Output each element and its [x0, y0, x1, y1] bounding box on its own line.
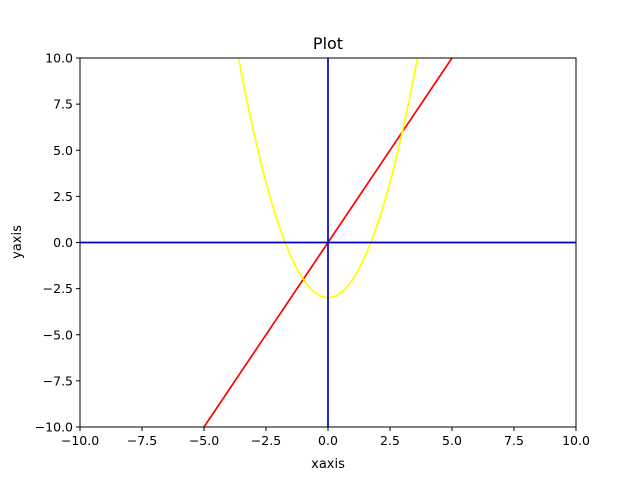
- y-axis-label: yaxis: [10, 225, 25, 259]
- y-tick-label: 10.0: [45, 51, 73, 66]
- y-tick-label: 7.5: [53, 97, 73, 112]
- y-tick-label: 2.5: [53, 189, 73, 204]
- y-tick-label: −7.5: [43, 373, 73, 388]
- x-axis-label: xaxis: [311, 457, 345, 472]
- x-tick-label: 7.5: [504, 433, 524, 448]
- plot-area: −10.0 −7.5 −5.0 −2.5 0.0 2.5 5.0 7.5 10.0 −10.0 −7…: [35, 51, 590, 449]
- x-tick-label: −10.0: [61, 433, 99, 448]
- x-tick-label: 2.5: [380, 433, 400, 448]
- y-tick-label: −2.5: [43, 281, 73, 296]
- x-tick-label: −7.5: [127, 433, 157, 448]
- x-tick-label: 5.0: [442, 433, 462, 448]
- chart-title: Plot: [313, 34, 343, 53]
- x-tick-label: 0.0: [318, 433, 338, 448]
- y-tick-label: −10.0: [35, 420, 73, 435]
- x-tick-label: 10.0: [562, 433, 590, 448]
- y-tick-label: 0.0: [53, 235, 73, 250]
- series-group: [80, 58, 576, 427]
- x-tick-label: −5.0: [189, 433, 219, 448]
- y-tick-label: −5.0: [43, 327, 73, 342]
- x-tick-label: −2.5: [251, 433, 281, 448]
- y-tick-label: 5.0: [53, 143, 73, 158]
